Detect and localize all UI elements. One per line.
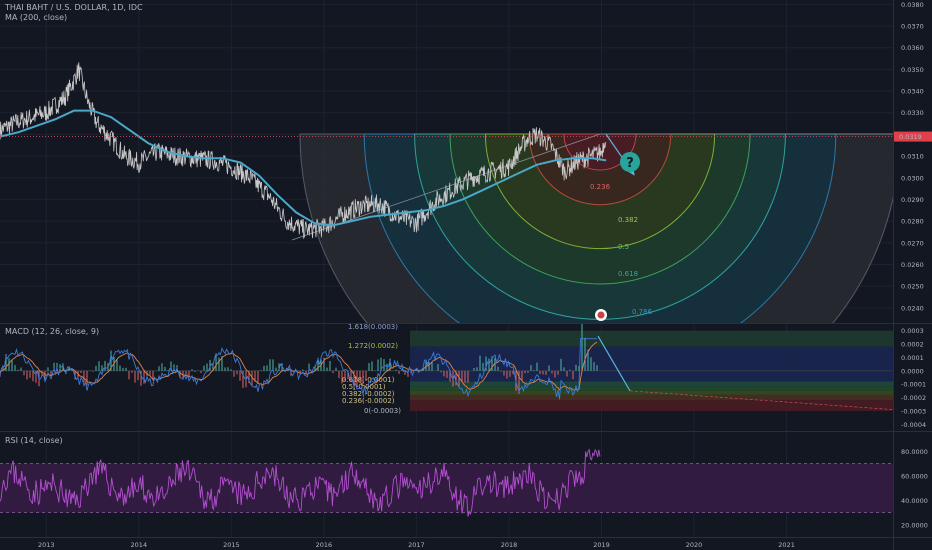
close-price-line bbox=[0, 62, 607, 240]
macd-fib-label-0: 1.618(0.0003) bbox=[348, 323, 398, 331]
current-price-label: 0.0319 bbox=[899, 133, 922, 141]
rsi-title[interactable]: RSI (14, close) bbox=[5, 436, 63, 445]
price-layer bbox=[0, 62, 893, 240]
price-axis-label: 0.0350 bbox=[901, 66, 924, 74]
ma-title[interactable]: MA (200, close) bbox=[5, 13, 68, 22]
price-axis-label: 0.0380 bbox=[901, 1, 924, 9]
macd-fib-band-1618 bbox=[410, 330, 893, 347]
rsi-axis-label: 80.0000 bbox=[901, 448, 928, 456]
macd-axis-label: 0.0001 bbox=[901, 354, 924, 362]
time-axis-label: 2013 bbox=[38, 541, 55, 549]
macd-axis-label: -0.0002 bbox=[901, 394, 926, 402]
time-axis-label: 2015 bbox=[223, 541, 240, 549]
price-axis-label: 0.0330 bbox=[901, 109, 924, 117]
price-axis-label: 0.0340 bbox=[901, 88, 924, 96]
symbol-title[interactable]: THAI BAHT / U.S. DOLLAR, 1D, IDC bbox=[5, 3, 143, 12]
price-axis-label: 0.0310 bbox=[901, 153, 924, 161]
time-axis-label: 2019 bbox=[593, 541, 610, 549]
fib-label-0.786: 0.786 bbox=[632, 308, 653, 316]
price-axis-label: 0.0250 bbox=[901, 283, 924, 291]
macd-trend-line bbox=[629, 390, 893, 410]
fib-label-0.236: 0.236 bbox=[590, 183, 611, 191]
price-axis-label: 0.0260 bbox=[901, 261, 924, 269]
macd-fib-label-1: 1.272(0.0002) bbox=[348, 342, 398, 350]
macd-fib-band-0 bbox=[410, 381, 893, 387]
time-axis-label: 2014 bbox=[131, 541, 148, 549]
price-axis-label: 0.0270 bbox=[901, 239, 924, 247]
fib-speed-fan: 0.236 0.382 0.5 0.618 0.786 bbox=[291, 133, 893, 323]
rsi-line bbox=[0, 448, 601, 517]
ma-200-line bbox=[0, 109, 607, 227]
annotations: ? bbox=[595, 152, 640, 321]
fib-label-0.618: 0.618 bbox=[618, 270, 638, 278]
macd-fib-band-4 bbox=[410, 400, 893, 411]
price-axis-label: 0.0300 bbox=[901, 174, 924, 182]
macd-fib-label-6: 0(-0.0003) bbox=[364, 407, 401, 415]
macd-fib-label-2: 0.618(-0.0001) bbox=[342, 376, 395, 384]
macd-axis-label: -0.0001 bbox=[901, 381, 926, 389]
price-axis-label: 0.0360 bbox=[901, 44, 924, 52]
time-axis-label: 2017 bbox=[408, 541, 425, 549]
price-axis-label: 0.0370 bbox=[901, 23, 924, 31]
macd-fib-band-3 bbox=[410, 394, 893, 401]
macd-title[interactable]: MACD (12, 26, close, 9) bbox=[5, 327, 100, 336]
price-axis-label: 0.0290 bbox=[901, 196, 924, 204]
macd-fib-band-2 bbox=[410, 390, 893, 395]
rsi-axis-label: 20.0000 bbox=[901, 521, 928, 529]
rsi-axis-label: 40.0000 bbox=[901, 497, 928, 505]
macd-layer: 1.618(0.0003) 1.272(0.0002) 0.618(-0.0001)… bbox=[0, 323, 893, 415]
event-marker-dot bbox=[597, 311, 605, 319]
question-bubble bbox=[620, 152, 640, 172]
macd-axis-label: -0.0004 bbox=[901, 421, 926, 429]
macd-fib-band-1 bbox=[410, 386, 893, 391]
macd-line bbox=[0, 338, 597, 400]
macd-fib-label-4: 0.382(-0.0002) bbox=[342, 390, 395, 398]
macd-axis-label: 0.0003 bbox=[901, 327, 924, 335]
macd-signal-line bbox=[0, 341, 598, 391]
fib-label-0.382: 0.382 bbox=[618, 216, 638, 224]
time-axis-label: 2018 bbox=[501, 541, 518, 549]
fib-label-0.5: 0.5 bbox=[618, 243, 629, 251]
time-axis-label: 2020 bbox=[686, 541, 703, 549]
price-axis-label: 0.0240 bbox=[901, 304, 924, 312]
time-axis-label: 2016 bbox=[316, 541, 333, 549]
macd-axis-label: -0.0003 bbox=[901, 407, 926, 415]
axes: 0.0380 0.0370 0.0360 0.0350 0.0340 0.0330 0.03… bbox=[38, 1, 932, 549]
macd-axis-label: 0.0002 bbox=[901, 341, 924, 349]
macd-fib-label-3: 0.5(-0.0001) bbox=[342, 383, 386, 391]
macd-fib-label-5: 0.236(-0.0002) bbox=[342, 397, 395, 405]
macd-axis-label: 0.0000 bbox=[901, 367, 924, 375]
macd-fib-band-1272 bbox=[410, 346, 893, 382]
current-price-tag bbox=[894, 131, 932, 142]
time-axis-label: 2021 bbox=[778, 541, 795, 549]
rsi-axis-label: 60.0000 bbox=[901, 472, 928, 480]
price-axis-label: 0.0280 bbox=[901, 218, 924, 226]
question-mark: ? bbox=[626, 156, 634, 171]
rsi-layer bbox=[0, 448, 893, 517]
macd-projection-arrow bbox=[597, 335, 631, 392]
